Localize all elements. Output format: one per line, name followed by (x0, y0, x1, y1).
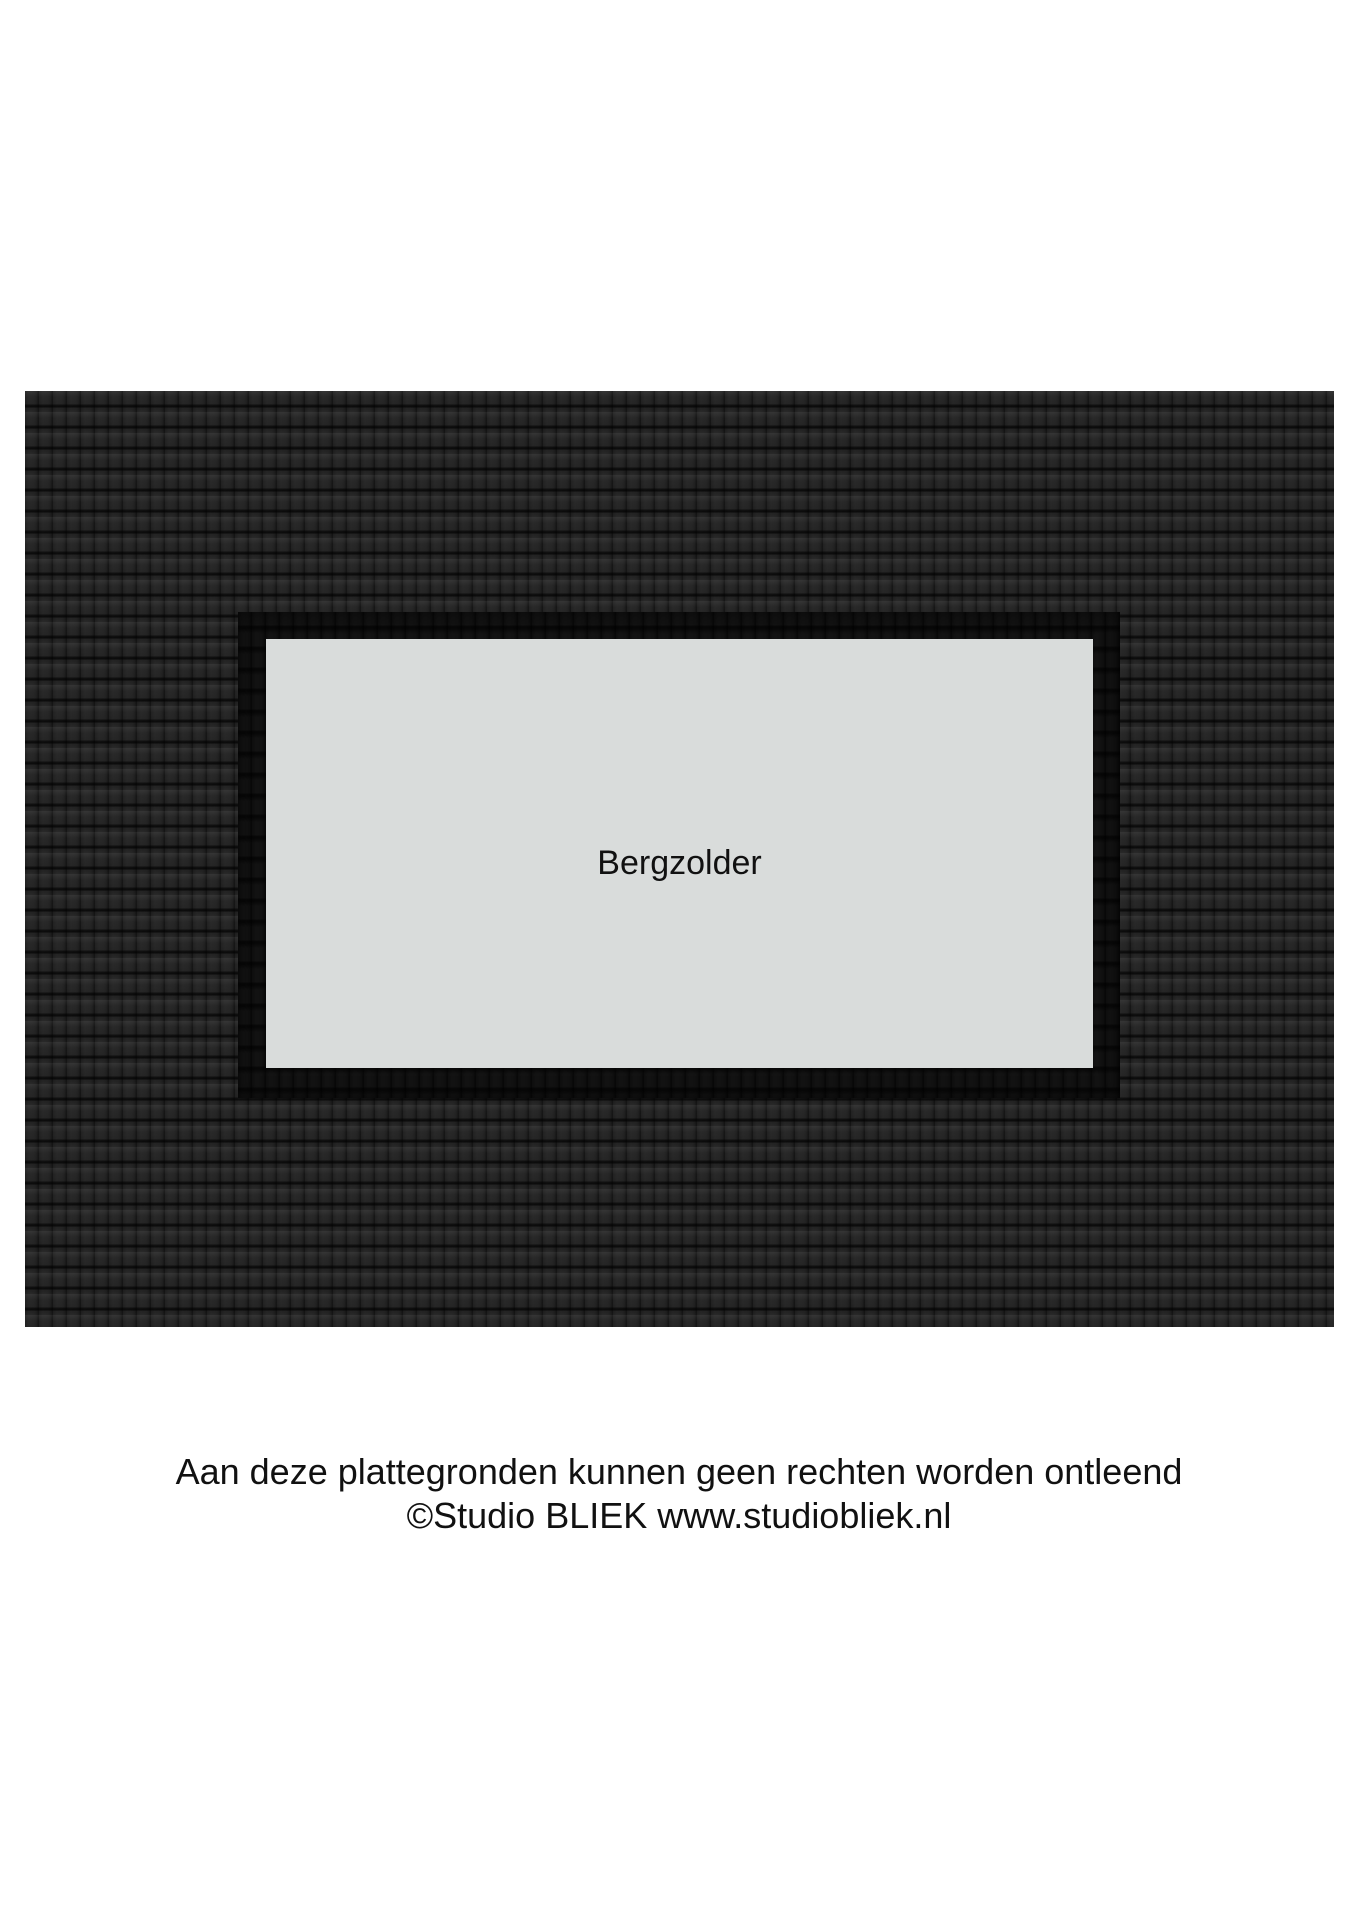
disclaimer-text: Aan deze plattegronden kunnen geen recht… (175, 1451, 1183, 1492)
room-label: Bergzolder (597, 844, 762, 882)
copyright-text: ©Studio BLIEK www.studiobliek.nl (406, 1495, 952, 1536)
room-bergzolder: Bergzolder (266, 639, 1093, 1068)
footer: Aan deze plattegronden kunnen geen recht… (0, 1450, 1358, 1538)
